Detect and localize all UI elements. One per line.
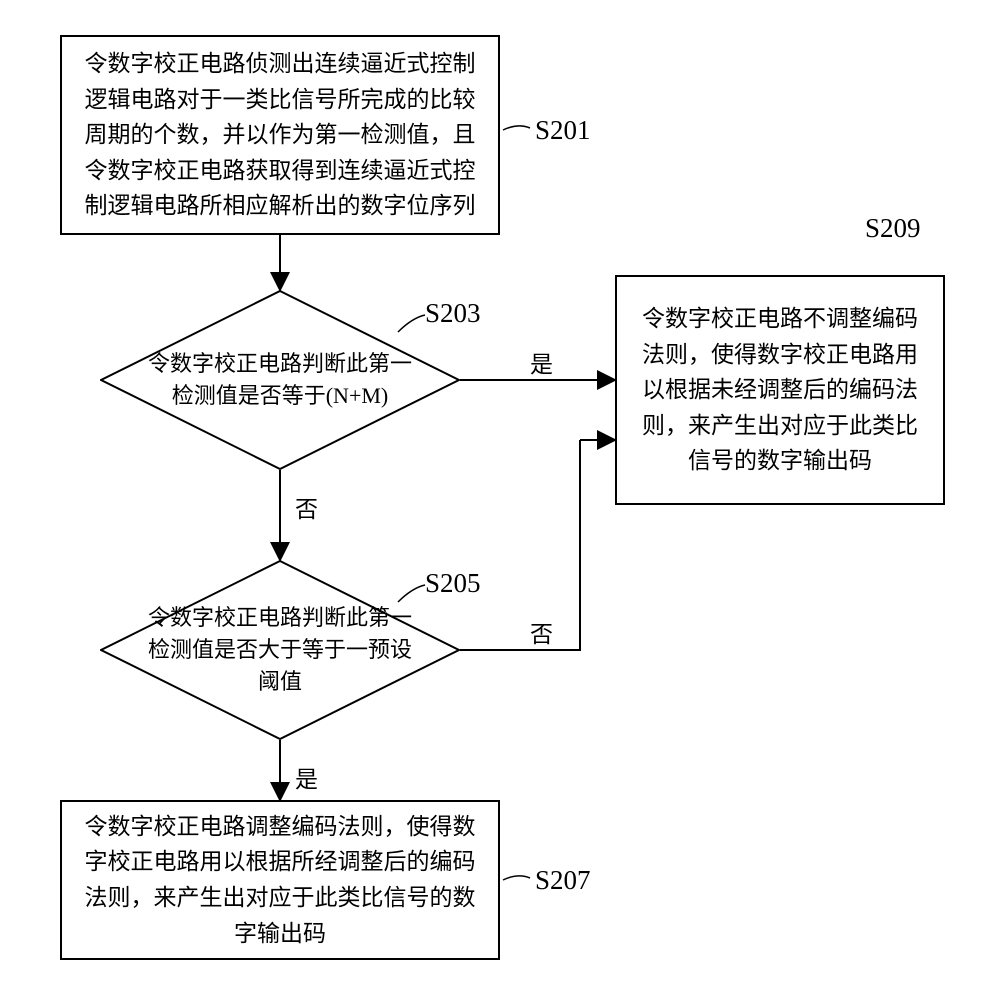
label-s201: S201 <box>535 115 591 146</box>
node-s207: 令数字校正电路调整编码法则，使得数字校正电路用以根据所经调整后的编码法则，来产生… <box>60 800 500 960</box>
node-s207-text: 令数字校正电路调整编码法则，使得数字校正电路用以根据所经调整后的编码法则，来产生… <box>76 809 484 952</box>
node-s205-text: 令数字校正电路判断此第一检测值是否大于等于一预设阈值 <box>140 602 420 698</box>
node-s209-text: 令数字校正电路不调整编码法则，使得数字校正电路用以根据未经调整后的编码法则，来产… <box>631 301 929 479</box>
node-s201: 令数字校正电路侦测出连续逼近式控制逻辑电路对于一类比信号所完成的比较周期的个数，… <box>60 35 500 235</box>
label-s207: S207 <box>535 865 591 896</box>
node-s209: 令数字校正电路不调整编码法则，使得数字校正电路用以根据未经调整后的编码法则，来产… <box>615 275 945 505</box>
edge-s205-yes: 是 <box>295 760 318 794</box>
node-s201-text: 令数字校正电路侦测出连续逼近式控制逻辑电路对于一类比信号所完成的比较周期的个数，… <box>76 46 484 224</box>
edge-s203-yes: 是 <box>530 345 553 379</box>
edge-s203-no: 否 <box>295 490 318 524</box>
flowchart-container: 令数字校正电路侦测出连续逼近式控制逻辑电路对于一类比信号所完成的比较周期的个数，… <box>0 0 990 1000</box>
label-s203: S203 <box>425 298 481 329</box>
label-s205: S205 <box>425 568 481 599</box>
node-s203-text: 令数字校正电路判断此第一检测值是否等于(N+M) <box>140 348 420 412</box>
edge-s205-no: 否 <box>530 615 553 649</box>
node-s203: 令数字校正电路判断此第一检测值是否等于(N+M) <box>100 290 460 470</box>
label-s209: S209 <box>865 213 921 244</box>
node-s205: 令数字校正电路判断此第一检测值是否大于等于一预设阈值 <box>100 560 460 740</box>
